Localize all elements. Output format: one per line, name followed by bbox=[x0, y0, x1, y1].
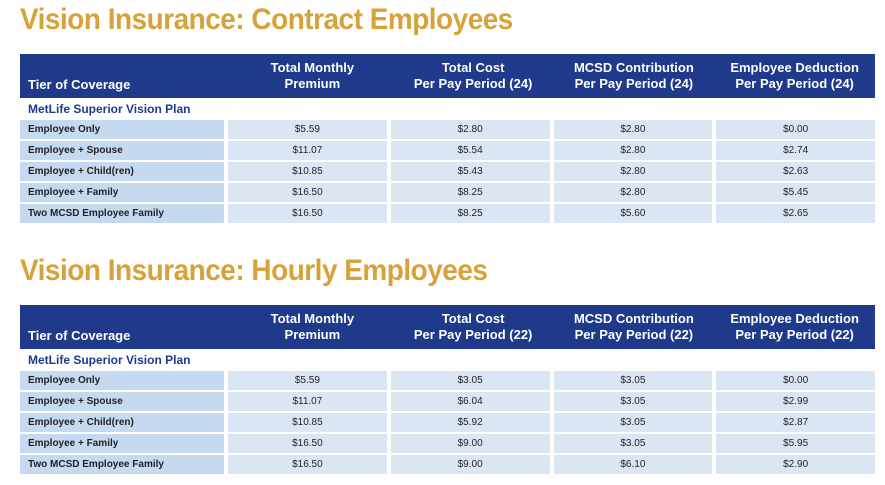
header-mcsd-contribution: MCSD Contribution Per Pay Period (22) bbox=[554, 305, 715, 349]
cost-cell: $8.25 bbox=[390, 183, 550, 202]
table-row: Employee + Family $16.50 $8.25 $2.80 $5.… bbox=[20, 183, 875, 202]
deduction-cell: $2.65 bbox=[716, 204, 875, 223]
table-row: Two MCSD Employee Family $16.50 $8.25 $5… bbox=[20, 204, 875, 223]
header-tier: Tier of Coverage bbox=[28, 328, 131, 343]
mcsd-cell: $5.60 bbox=[553, 204, 713, 223]
plan-name: MetLife Superior Vision Plan bbox=[28, 102, 191, 116]
table-row: Employee + Spouse $11.07 $5.54 $2.80 $2.… bbox=[20, 141, 875, 160]
mcsd-cell: $3.05 bbox=[553, 392, 713, 411]
header-line: Total Cost bbox=[441, 311, 505, 326]
header-employee-deduction: Employee Deduction Per Pay Period (24) bbox=[714, 54, 875, 98]
tier-cell: Employee + Spouse bbox=[20, 392, 224, 411]
cost-cell: $2.80 bbox=[390, 120, 550, 139]
table-row: Employee Only $5.59 $2.80 $2.80 $0.00 bbox=[20, 120, 875, 139]
mcsd-cell: $2.80 bbox=[553, 120, 713, 139]
plan-name: MetLife Superior Vision Plan bbox=[28, 353, 191, 367]
table-row: Employee + Child(ren) $10.85 $5.43 $2.80… bbox=[20, 162, 875, 181]
premium-cell: $11.07 bbox=[228, 141, 387, 160]
cost-cell: $9.00 bbox=[390, 455, 550, 474]
header-total-cost: Total Cost Per Pay Period (24) bbox=[393, 54, 554, 98]
mcsd-cell: $3.05 bbox=[553, 434, 713, 453]
tier-cell: Employee + Child(ren) bbox=[20, 162, 224, 181]
tier-cell: Employee Only bbox=[20, 371, 224, 390]
cost-cell: $9.00 bbox=[390, 434, 550, 453]
header-line: Employee Deduction bbox=[730, 60, 859, 75]
mcsd-cell: $3.05 bbox=[553, 413, 713, 432]
header-line: Total Cost bbox=[441, 60, 505, 75]
cost-cell: $5.54 bbox=[390, 141, 550, 160]
header-tier: Tier of Coverage bbox=[28, 77, 131, 92]
deduction-cell: $5.95 bbox=[716, 434, 875, 453]
tier-cell: Employee + Spouse bbox=[20, 141, 224, 160]
cost-cell: $8.25 bbox=[390, 204, 550, 223]
mcsd-cell: $2.80 bbox=[553, 162, 713, 181]
premium-cell: $10.85 bbox=[228, 162, 387, 181]
hourly-table: Tier of Coverage Total Monthly Premium T… bbox=[20, 305, 875, 476]
deduction-cell: $2.99 bbox=[716, 392, 875, 411]
header-line: Per Pay Period (24) bbox=[735, 76, 854, 91]
deduction-cell: $5.45 bbox=[716, 183, 875, 202]
mcsd-cell: $2.80 bbox=[553, 141, 713, 160]
tier-cell: Two MCSD Employee Family bbox=[20, 204, 224, 223]
premium-cell: $16.50 bbox=[228, 455, 387, 474]
header-premium: Total Monthly Premium bbox=[232, 305, 393, 349]
header-line: Per Pay Period (24) bbox=[413, 76, 533, 91]
header-line: Per Pay Period (22) bbox=[574, 327, 694, 342]
cost-cell: $6.04 bbox=[390, 392, 550, 411]
table-header: Tier of Coverage Total Monthly Premium T… bbox=[20, 54, 875, 98]
table-row: Employee Only $5.59 $3.05 $3.05 $0.00 bbox=[20, 371, 875, 390]
header-line: Employee Deduction bbox=[730, 311, 859, 326]
premium-cell: $16.50 bbox=[228, 434, 387, 453]
premium-cell: $16.50 bbox=[228, 183, 387, 202]
table-row: Two MCSD Employee Family $16.50 $9.00 $6… bbox=[20, 455, 875, 474]
deduction-cell: $2.90 bbox=[716, 455, 875, 474]
header-line: MCSD Contribution bbox=[573, 60, 694, 75]
deduction-cell: $0.00 bbox=[716, 120, 875, 139]
premium-cell: $10.85 bbox=[228, 413, 387, 432]
header-line: Total Monthly bbox=[270, 60, 355, 75]
mcsd-cell: $6.10 bbox=[553, 455, 713, 474]
cost-cell: $5.92 bbox=[390, 413, 550, 432]
mcsd-cell: $2.80 bbox=[553, 183, 713, 202]
cost-cell: $5.43 bbox=[390, 162, 550, 181]
mcsd-cell: $3.05 bbox=[553, 371, 713, 390]
tier-cell: Two MCSD Employee Family bbox=[20, 455, 224, 474]
tier-cell: Employee + Family bbox=[20, 183, 224, 202]
tier-cell: Employee + Child(ren) bbox=[20, 413, 224, 432]
deduction-cell: $2.87 bbox=[716, 413, 875, 432]
tier-cell: Employee + Family bbox=[20, 434, 224, 453]
table-row: Employee + Family $16.50 $9.00 $3.05 $5.… bbox=[20, 434, 875, 453]
header-line: Per Pay Period (22) bbox=[413, 327, 533, 342]
hourly-title: Vision Insurance: Hourly Employees bbox=[20, 254, 488, 287]
header-total-cost: Total Cost Per Pay Period (22) bbox=[393, 305, 554, 349]
premium-cell: $11.07 bbox=[228, 392, 387, 411]
header-employee-deduction: Employee Deduction Per Pay Period (22) bbox=[714, 305, 875, 349]
contract-title: Vision Insurance: Contract Employees bbox=[20, 3, 513, 36]
header-premium: Total Monthly Premium bbox=[232, 54, 393, 98]
header-line: Per Pay Period (24) bbox=[574, 76, 694, 91]
deduction-cell: $2.63 bbox=[716, 162, 875, 181]
cost-cell: $3.05 bbox=[390, 371, 550, 390]
premium-cell: $5.59 bbox=[228, 120, 387, 139]
table-header: Tier of Coverage Total Monthly Premium T… bbox=[20, 305, 875, 349]
premium-cell: $16.50 bbox=[228, 204, 387, 223]
deduction-cell: $2.74 bbox=[716, 141, 875, 160]
table-row: Employee + Child(ren) $10.85 $5.92 $3.05… bbox=[20, 413, 875, 432]
header-line: Premium bbox=[284, 327, 341, 342]
tier-cell: Employee Only bbox=[20, 120, 224, 139]
deduction-cell: $0.00 bbox=[716, 371, 875, 390]
header-mcsd-contribution: MCSD Contribution Per Pay Period (24) bbox=[554, 54, 715, 98]
header-line: MCSD Contribution bbox=[573, 311, 694, 326]
table-row: Employee + Spouse $11.07 $6.04 $3.05 $2.… bbox=[20, 392, 875, 411]
contract-table: Tier of Coverage Total Monthly Premium T… bbox=[20, 54, 875, 225]
header-line: Premium bbox=[284, 76, 341, 91]
premium-cell: $5.59 bbox=[228, 371, 387, 390]
header-line: Per Pay Period (22) bbox=[735, 327, 854, 342]
header-line: Total Monthly bbox=[270, 311, 355, 326]
